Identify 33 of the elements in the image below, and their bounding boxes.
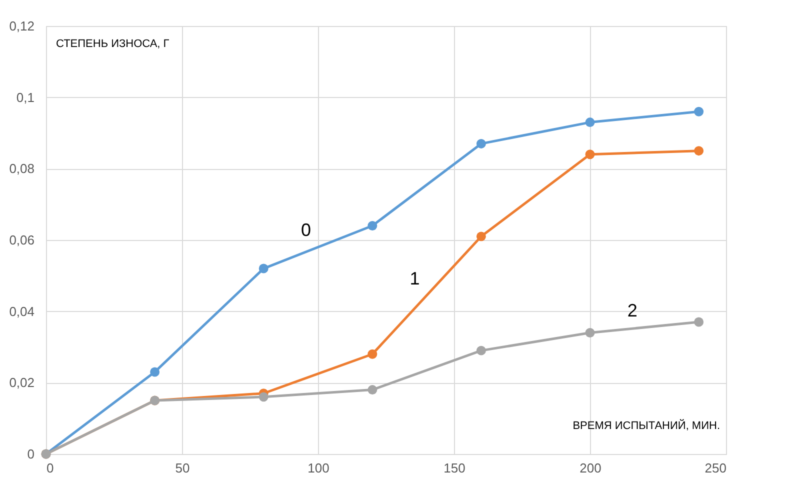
y-tick-label: 0,1 bbox=[16, 90, 34, 105]
x-tick-label: 100 bbox=[308, 460, 330, 476]
point bbox=[476, 232, 486, 242]
x-tick-label: 250 bbox=[704, 460, 726, 476]
x-tick-label: 150 bbox=[444, 460, 466, 476]
point bbox=[694, 106, 704, 116]
point bbox=[476, 346, 486, 356]
x-tick-label: 200 bbox=[580, 460, 602, 476]
x-tick-label: 0 bbox=[46, 460, 54, 476]
y-axis-title: СТЕПЕНЬ ИЗНОСА, Г bbox=[56, 38, 170, 50]
x-axis-title: ВРЕМЯ ИСПЫТАНИЙ, МИН. bbox=[572, 419, 720, 432]
point bbox=[368, 221, 378, 230]
point bbox=[585, 328, 595, 338]
point bbox=[585, 150, 595, 160]
y-tick-label: 0,02 bbox=[9, 375, 34, 390]
point bbox=[368, 385, 378, 395]
point bbox=[258, 264, 268, 274]
point bbox=[150, 367, 160, 377]
point bbox=[258, 392, 268, 402]
y-tick-label: 0,06 bbox=[9, 232, 34, 248]
y-tick-label: 0,12 bbox=[9, 18, 34, 34]
series-label: 2 bbox=[627, 300, 638, 320]
series-label: 0 bbox=[300, 220, 312, 240]
point bbox=[368, 349, 378, 359]
y-tick-label: 0,08 bbox=[9, 161, 34, 176]
y-tick-label: 0 bbox=[27, 446, 34, 462]
point bbox=[694, 146, 704, 156]
series-label: 1 bbox=[410, 268, 420, 288]
point bbox=[476, 138, 486, 148]
y-tick-label: 0,04 bbox=[9, 304, 34, 319]
point bbox=[585, 118, 595, 128]
point bbox=[694, 317, 704, 327]
x-tick-label: 50 bbox=[175, 460, 190, 476]
